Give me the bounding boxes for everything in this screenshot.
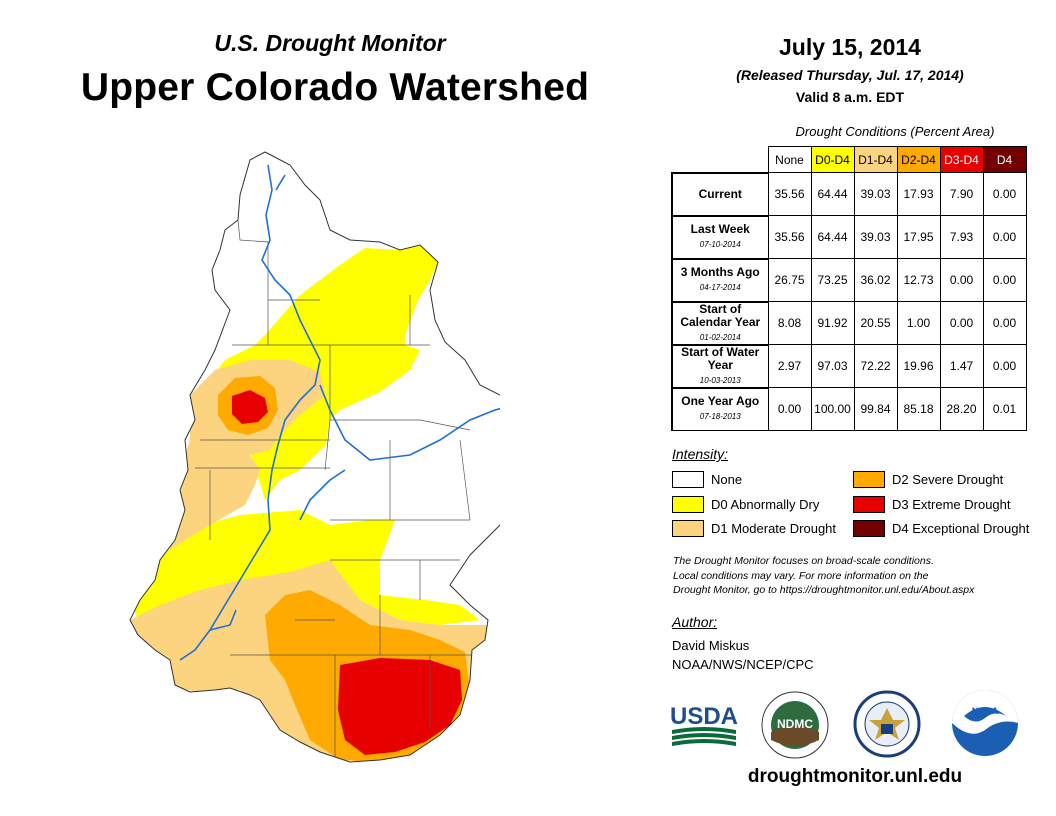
doc-seal-logo	[853, 690, 921, 758]
usda-logo: USDA	[670, 703, 738, 746]
col-d0-d4: D0-D4	[810, 146, 855, 173]
county-boundaries	[195, 219, 480, 760]
row-label: Start of Calendar Year 01-02-2014	[671, 300, 769, 345]
svg-text:NDMC: NDMC	[777, 717, 813, 731]
table-title: Drought Conditions (Percent Area)	[795, 124, 995, 139]
col-d3-d4: D3-D4	[939, 146, 984, 173]
table-row: 3 Months Ago 04-17-2014 26.75 73.25 36.02…	[671, 257, 1027, 302]
author-heading: Author:	[672, 614, 718, 630]
table-row: Last Week 07-10-2014 35.56 64.44 39.03 17…	[671, 214, 1027, 259]
map-date: July 15, 2014	[779, 34, 921, 60]
intensity-title: Intensity:	[672, 446, 729, 462]
drought-map	[129, 151, 500, 763]
ndmc-logo: NDMC	[761, 691, 829, 759]
valid-time: Valid 8 a.m. EDT	[795, 89, 905, 105]
legend-d2: D2 Severe Drought	[853, 470, 1003, 488]
table-row: Start of Water Year 10-03-2013 2.97 97.03…	[671, 343, 1027, 388]
swatch-d1	[672, 519, 704, 537]
d1-area-west	[170, 360, 325, 550]
swatch-d2	[853, 470, 885, 488]
author-org: NOAA/NWS/NCEP/CPC	[672, 657, 814, 672]
col-d4: D4	[982, 146, 1027, 173]
svg-text:NOAA: NOAA	[972, 706, 999, 716]
legend-d1: D1 Moderate Drought	[672, 519, 836, 537]
noaa-logo: NOAA	[952, 690, 1018, 756]
row-label: Start of Water Year 10-03-2013	[671, 343, 769, 388]
row-label: One Year Ago 07-18-2013	[671, 386, 769, 431]
map-title: Upper Colorado Watershed	[80, 66, 590, 109]
footer-url[interactable]: droughtmonitor.unl.edu	[747, 766, 963, 787]
legend-d0: D0 Abnormally Dry	[672, 495, 819, 513]
release-date: (Released Thursday, Jul. 17, 2014)	[736, 67, 964, 83]
col-none: None	[767, 146, 812, 173]
legend-d4: D4 Exceptional Drought	[853, 519, 1029, 537]
row-label: Last Week 07-10-2014	[671, 214, 769, 259]
swatch-d4	[853, 519, 885, 537]
swatch-d0	[672, 495, 704, 513]
d3-area-north	[232, 390, 268, 424]
legend-d3: D3 Extreme Drought	[853, 495, 1011, 513]
d3-area-south	[338, 658, 462, 755]
table-row: Start of Calendar Year 01-02-2014 8.08 91…	[671, 300, 1027, 345]
legend-none: None	[672, 470, 742, 488]
svg-text:USDA: USDA	[670, 703, 738, 730]
drought-conditions-table: None D0-D4 D1-D4 D2-D4 D3-D4 D4 Current …	[671, 146, 1027, 431]
row-label: 3 Months Ago 04-17-2014	[671, 257, 769, 302]
disclaimer-note: The Drought Monitor focuses on broad-sca…	[673, 555, 975, 596]
swatch-none	[672, 470, 704, 488]
row-label: Current	[671, 171, 769, 216]
author-name: David Miskus	[672, 638, 750, 653]
table-row: Current 35.56 64.44 39.03 17.93 7.90 0.0…	[671, 171, 1027, 216]
basin-border	[129, 151, 500, 763]
col-d1-d4: D1-D4	[853, 146, 898, 173]
rivers	[179, 164, 500, 661]
map-subtitle: U.S. Drought Monitor	[214, 30, 446, 56]
col-d2-d4: D2-D4	[896, 146, 941, 173]
table-row: One Year Ago 07-18-2013 0.00 100.00 99.84…	[671, 386, 1027, 431]
swatch-d3	[853, 495, 885, 513]
